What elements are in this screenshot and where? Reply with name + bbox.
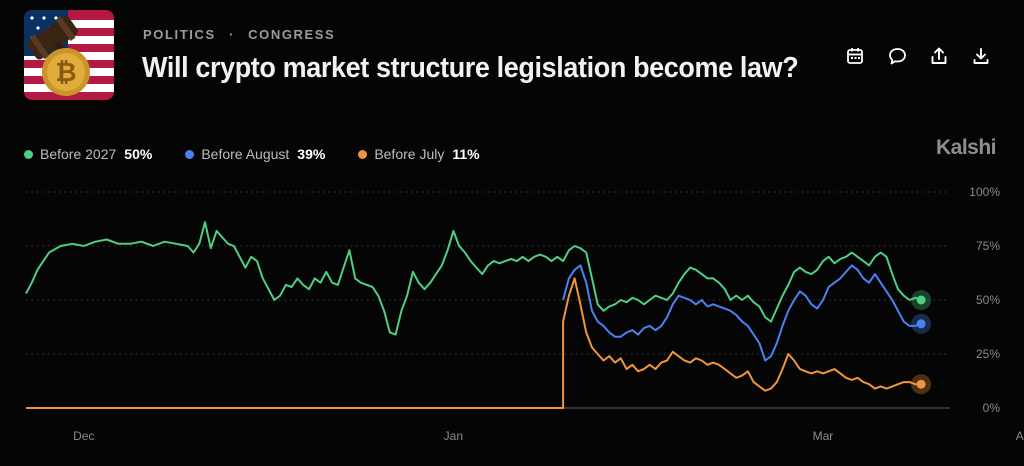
y-tick-label: 50% — [976, 293, 1000, 307]
market-thumbnail: ₿ — [24, 10, 114, 100]
legend-label: Before July — [374, 146, 445, 162]
page-title: Will crypto market structure legislation… — [142, 52, 799, 84]
breadcrumb-separator: · — [228, 27, 235, 42]
legend-item-before-august[interactable]: Before August 39% — [185, 146, 325, 162]
y-tick-label: 0% — [983, 401, 1001, 415]
series-line — [562, 264, 922, 362]
calendar-button[interactable] — [843, 44, 867, 68]
action-toolbar — [843, 44, 993, 68]
legend-dot — [185, 149, 195, 159]
comment-button[interactable] — [885, 44, 909, 68]
legend-value: 50% — [124, 146, 153, 162]
series-end-point — [916, 319, 926, 329]
breadcrumb: POLITICS · CONGRESS — [143, 27, 335, 42]
share-button[interactable] — [927, 44, 951, 68]
series-end-point — [916, 295, 926, 305]
y-tick-label: 100% — [969, 185, 1000, 199]
x-tick-label: Mar — [813, 429, 834, 443]
y-tick-label: 75% — [976, 239, 1000, 253]
series-line — [25, 221, 922, 336]
comment-icon — [888, 47, 906, 64]
calendar-icon — [847, 48, 863, 64]
kalshi-logo: Kalshi — [935, 136, 997, 159]
category-label[interactable]: POLITICS — [143, 27, 216, 42]
legend-value: 39% — [297, 146, 326, 162]
download-button[interactable] — [969, 44, 993, 68]
chart-legend: Before 2027 50% Before August 39% Before… — [24, 146, 513, 162]
series-end-point — [916, 379, 926, 389]
series-line — [26, 277, 922, 409]
legend-item-before-july[interactable]: Before July 11% — [358, 146, 480, 162]
x-tick-label: Jan — [444, 429, 463, 443]
legend-item-before-2027[interactable]: Before 2027 50% — [24, 146, 152, 162]
crypto-flag-gavel-image: ₿ — [24, 10, 114, 100]
subcategory-label[interactable]: CONGRESS — [248, 27, 336, 42]
y-tick-label: 25% — [976, 347, 1000, 361]
x-tick-label: Apr — [1016, 429, 1024, 443]
legend-value: 11% — [452, 146, 480, 162]
legend-label: Before 2027 — [40, 146, 117, 162]
share-icon — [931, 47, 947, 64]
legend-dot — [358, 149, 368, 159]
legend-dot — [24, 149, 33, 159]
svg-text:₿: ₿ — [55, 58, 76, 88]
download-icon — [973, 48, 989, 64]
legend-label: Before August — [201, 146, 290, 162]
x-tick-label: Dec — [73, 429, 94, 443]
